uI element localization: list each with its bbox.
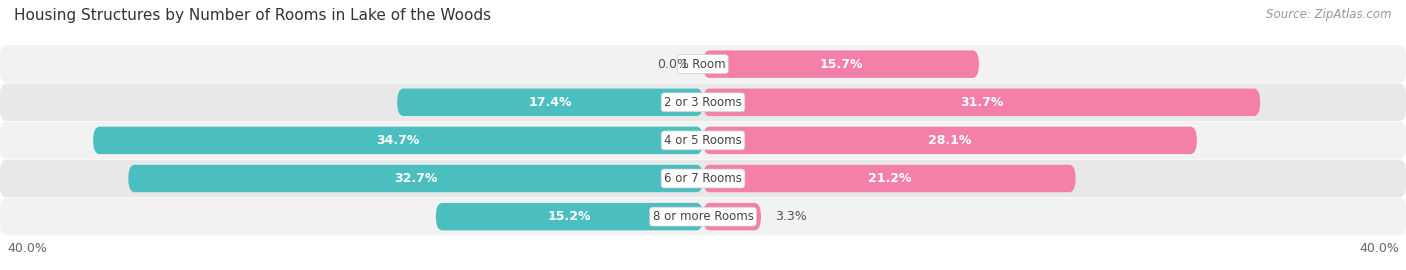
FancyBboxPatch shape: [93, 127, 703, 154]
FancyBboxPatch shape: [703, 165, 1076, 192]
Text: 32.7%: 32.7%: [394, 172, 437, 185]
FancyBboxPatch shape: [0, 122, 1406, 159]
Text: 2 or 3 Rooms: 2 or 3 Rooms: [664, 96, 742, 109]
Text: 34.7%: 34.7%: [377, 134, 420, 147]
Text: 40.0%: 40.0%: [7, 242, 46, 255]
Text: 15.7%: 15.7%: [820, 58, 863, 71]
Text: Housing Structures by Number of Rooms in Lake of the Woods: Housing Structures by Number of Rooms in…: [14, 8, 491, 23]
FancyBboxPatch shape: [436, 203, 703, 230]
Text: Source: ZipAtlas.com: Source: ZipAtlas.com: [1267, 8, 1392, 21]
FancyBboxPatch shape: [703, 50, 979, 78]
Text: 0.0%: 0.0%: [657, 58, 689, 71]
FancyBboxPatch shape: [0, 198, 1406, 235]
Text: 6 or 7 Rooms: 6 or 7 Rooms: [664, 172, 742, 185]
FancyBboxPatch shape: [0, 45, 1406, 83]
FancyBboxPatch shape: [0, 84, 1406, 121]
FancyBboxPatch shape: [703, 127, 1197, 154]
Text: 1 Room: 1 Room: [681, 58, 725, 71]
Text: 17.4%: 17.4%: [529, 96, 572, 109]
Text: 4 or 5 Rooms: 4 or 5 Rooms: [664, 134, 742, 147]
Text: 8 or more Rooms: 8 or more Rooms: [652, 210, 754, 223]
FancyBboxPatch shape: [128, 165, 703, 192]
Text: 21.2%: 21.2%: [868, 172, 911, 185]
Text: 28.1%: 28.1%: [928, 134, 972, 147]
FancyBboxPatch shape: [0, 160, 1406, 197]
FancyBboxPatch shape: [703, 203, 761, 230]
Text: 40.0%: 40.0%: [1360, 242, 1399, 255]
FancyBboxPatch shape: [703, 89, 1260, 116]
Text: 15.2%: 15.2%: [548, 210, 591, 223]
Text: 3.3%: 3.3%: [775, 210, 807, 223]
Text: 31.7%: 31.7%: [960, 96, 1004, 109]
FancyBboxPatch shape: [398, 89, 703, 116]
